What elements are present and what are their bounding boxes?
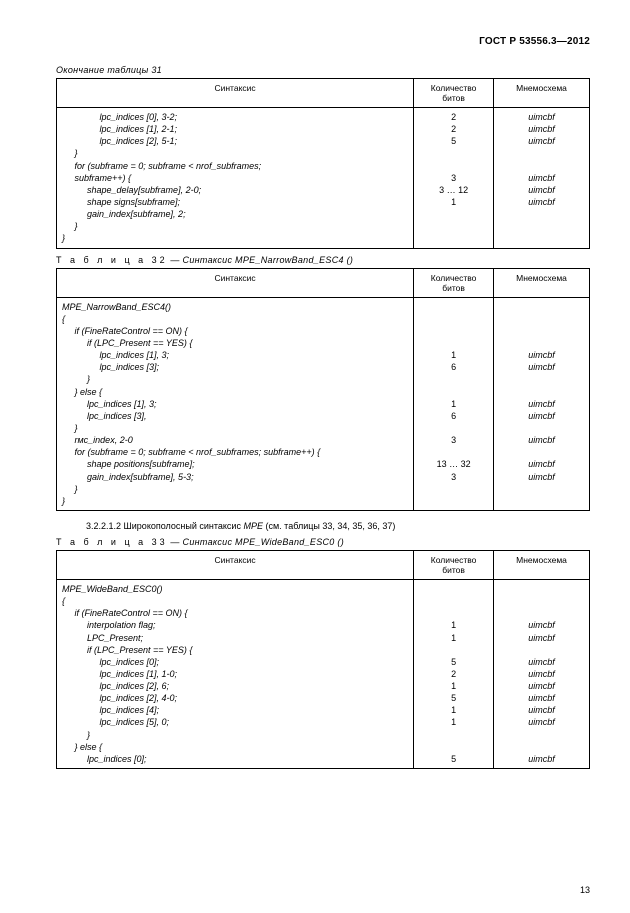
- para-tail: (см. таблицы 33, 34, 35, 36, 37): [263, 521, 395, 531]
- caption-t32: Т а б л и ц а 32 — Синтаксис MPE_NarrowB…: [56, 255, 590, 265]
- para-3-2-2-1-2: 3.2.2.1.2 Широкополосный синтаксис MPE (…: [86, 521, 590, 531]
- caption-t33-rest: — Синтаксис: [168, 537, 235, 547]
- col-syntax: Синтаксис: [57, 268, 414, 297]
- caption-t32-tail: (): [344, 255, 353, 265]
- caption-t32-prefix: Т а б л и ц а 32: [56, 255, 168, 265]
- col-mnemo: Мнемосхема: [494, 550, 590, 579]
- table-33: Синтаксис Количество битов Мнемосхема MP…: [56, 550, 590, 769]
- caption-t33-tail: (): [335, 537, 344, 547]
- mnemo-cell: uimcbfuimcbf uimcbfuimcbfuimcbfuimcbfuim…: [494, 579, 590, 768]
- syntax-cell: MPE_NarrowBand_ESC4() { if (FineRateCont…: [57, 297, 414, 510]
- caption-t31-cont: Окончание таблицы 31: [56, 65, 590, 75]
- table-31: Синтаксис Количество битов Мнемосхема lp…: [56, 78, 590, 249]
- para-text: 3.2.2.1.2 Широкополосный синтаксис: [86, 521, 243, 531]
- col-syntax: Синтаксис: [57, 79, 414, 108]
- bits-cell: 11 521511 5: [414, 579, 494, 768]
- caption-t33-em: MPE_WideBand_ESC0: [235, 537, 335, 547]
- page-number: 13: [580, 885, 590, 895]
- caption-t33: Т а б л и ц а 33 — Синтаксис MPE_WideBan…: [56, 537, 590, 547]
- bits-cell: 225 33 … 121: [414, 108, 494, 249]
- syntax-cell: lpc_indices [0], 3-2; lpc_indices [1], 2…: [57, 108, 414, 249]
- table-32: Синтаксис Количество битов Мнемосхема MP…: [56, 268, 590, 511]
- caption-t32-em: MPE_NarrowBand_ESC4: [235, 255, 344, 265]
- caption-t33-prefix: Т а б л и ц а 33: [56, 537, 168, 547]
- bits-cell: 16 16 3 13 … 323: [414, 297, 494, 510]
- caption-t32-rest: — Синтаксис: [168, 255, 235, 265]
- col-mnemo: Мнемосхема: [494, 268, 590, 297]
- col-mnemo: Мнемосхема: [494, 79, 590, 108]
- col-bits: Количество битов: [414, 550, 494, 579]
- mnemo-cell: uimcbfuimcbf uimcbfuimcbf uimcbf uimcbfu…: [494, 297, 590, 510]
- col-bits: Количество битов: [414, 79, 494, 108]
- para-em: MPE: [243, 521, 263, 531]
- syntax-cell: MPE_WideBand_ESC0() { if (FineRateContro…: [57, 579, 414, 768]
- col-bits: Количество битов: [414, 268, 494, 297]
- gost-header: ГОСТ Р 53556.3—2012: [56, 36, 590, 47]
- col-syntax: Синтаксис: [57, 550, 414, 579]
- mnemo-cell: uimcbfuimcbfuimcbf uimcbfuimcbfuimcbf: [494, 108, 590, 249]
